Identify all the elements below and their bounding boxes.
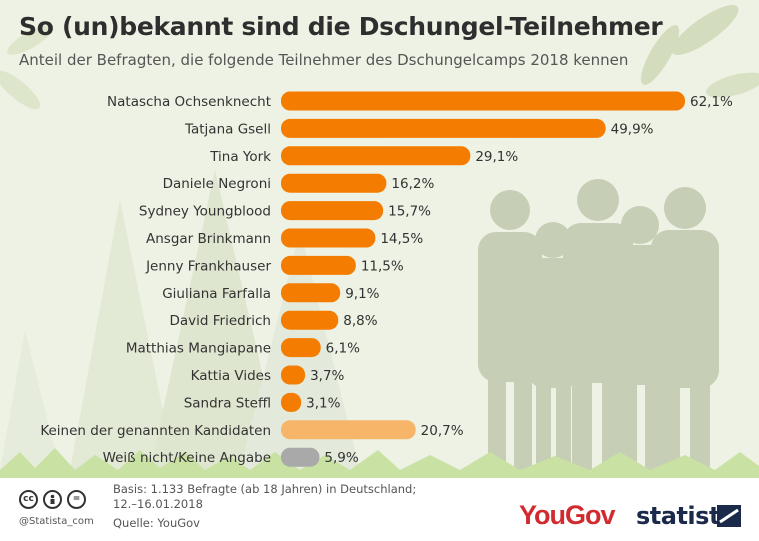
tree-shape (0, 330, 60, 470)
bar (281, 146, 471, 166)
yougov-logo-you: You (519, 500, 566, 530)
category-label: Keinen der genannten Kandidaten (40, 423, 271, 439)
chart-subtitle: Anteil der Befragten, die folgende Teiln… (19, 51, 629, 69)
value-label: 3,1% (306, 395, 340, 411)
value-label: 62,1% (690, 94, 733, 110)
bar (281, 392, 302, 412)
leaf-shape (7, 25, 53, 55)
value-label: 11,5% (361, 258, 404, 274)
value-label: 3,7% (310, 368, 344, 384)
leaf-shape (705, 72, 759, 98)
bar (281, 118, 606, 138)
bar (281, 255, 356, 275)
bar (281, 310, 339, 330)
leaf-shape (0, 70, 41, 110)
basis-note-line2: 12.–16.01.2018 (113, 497, 203, 511)
category-label: Sydney Youngblood (139, 204, 271, 220)
value-label: 14,5% (380, 231, 423, 247)
tree-shape (150, 170, 285, 470)
category-label: Daniele Negroni (163, 176, 271, 192)
value-label: 8,8% (343, 313, 377, 329)
basis-note-line1: Basis: 1.133 Befragte (ab 18 Jahren) in … (113, 482, 417, 496)
page-title: So (un)bekannt sind die Dschungel-Teilne… (19, 12, 663, 41)
category-label: Natascha Ochsenknecht (107, 94, 271, 110)
cc-icon: cc (19, 490, 38, 509)
value-label: 16,2% (391, 176, 434, 192)
statista-logo-mark (717, 505, 741, 527)
value-label: 15,7% (388, 204, 431, 220)
leaf-shape (640, 25, 680, 85)
category-label: Ansgar Brinkmann (146, 231, 271, 247)
bar (281, 338, 321, 358)
category-label: Tatjana Gsell (184, 121, 271, 137)
source-note: Quelle: YouGov (113, 516, 200, 530)
bar (281, 447, 320, 467)
bar (281, 365, 306, 385)
category-label: David Friedrich (169, 313, 271, 329)
value-label: 9,1% (345, 286, 379, 302)
bar (281, 420, 416, 440)
bar (281, 228, 376, 248)
bar (281, 173, 387, 193)
category-label: Matthias Mangiapane (126, 341, 271, 357)
statista-handle: @Statista_com (19, 516, 94, 527)
yougov-logo: YouGov (519, 500, 616, 531)
value-label: 20,7% (421, 423, 464, 439)
category-label: Giuliana Farfalla (162, 286, 271, 302)
person-icon (43, 490, 62, 509)
value-label: 6,1% (326, 341, 360, 357)
equals-icon: = (67, 490, 86, 509)
leaf-shape (671, 5, 739, 55)
tree-shape (70, 200, 175, 470)
bars-layer: Natascha Ochsenknecht 62,1% Tatjana Gsell 4… (40, 91, 733, 467)
bar (281, 201, 384, 221)
category-label: Jenny Frankhauser (145, 258, 271, 274)
category-label: Weiß nicht/Keine Angabe (103, 450, 271, 466)
bar (281, 283, 341, 303)
value-label: 29,1% (475, 149, 518, 165)
category-label: Kattia Vides (191, 368, 271, 384)
bar (281, 91, 685, 111)
people-silhouette (478, 179, 719, 470)
value-label: 49,9% (611, 121, 654, 137)
category-label: Tina York (209, 149, 271, 165)
category-label: Sandra Steffl (184, 395, 271, 411)
value-label: 5,9% (324, 450, 358, 466)
grass-strip (0, 448, 759, 480)
yougov-logo-gov: Gov (565, 500, 616, 530)
